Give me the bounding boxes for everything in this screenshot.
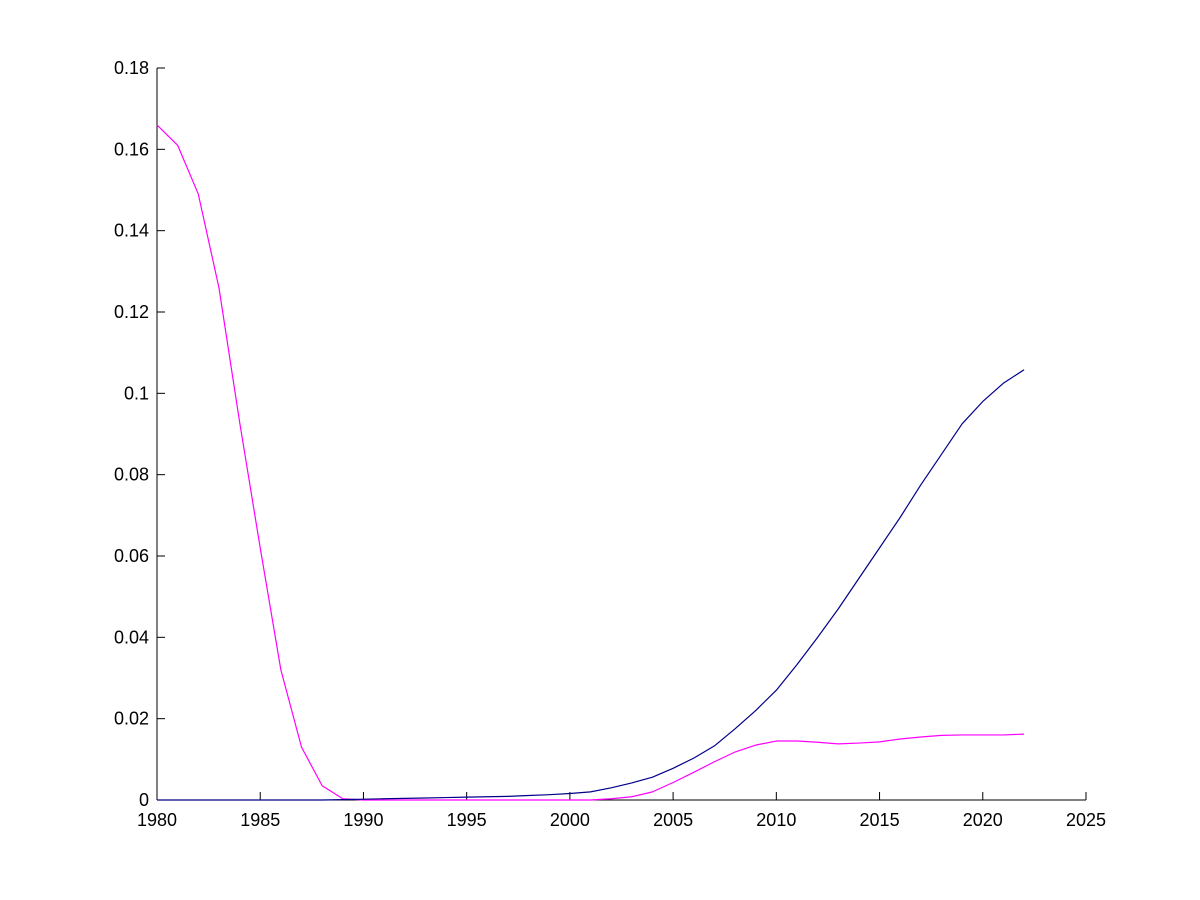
axes [156, 68, 1086, 801]
x-tick-label: 1985 [240, 810, 280, 830]
x-tick-label: 2025 [1066, 810, 1106, 830]
x-tick-label: 2015 [860, 810, 900, 830]
x-tick-label: 1990 [343, 810, 383, 830]
x-tick-label: 1980 [137, 810, 177, 830]
y-tick-label: 0.08 [114, 465, 149, 485]
y-tick-label: 0 [139, 790, 149, 810]
y-tick-label: 0.02 [114, 709, 149, 729]
x-tick-label: 2010 [756, 810, 796, 830]
y-tick-label: 0.18 [114, 58, 149, 78]
y-tick-label: 0.12 [114, 302, 149, 322]
x-tick-label: 2020 [963, 810, 1003, 830]
series-line-2 [157, 369, 1025, 801]
y-tick-label: 0.06 [114, 546, 149, 566]
y-tick-label: 0.1 [124, 383, 149, 403]
series-line-1 [156, 124, 1025, 801]
x-tick-label: 1995 [447, 810, 487, 830]
y-tick-label: 0.14 [114, 221, 149, 241]
series-lines [156, 124, 1025, 801]
x-tick-label: 2000 [550, 810, 590, 830]
x-tick-label: 2005 [653, 810, 693, 830]
y-axis-ticks: 0 0.02 0.04 0.06 0.08 0.1 0.12 0.14 0.16 0.18 [114, 58, 165, 810]
x-axis-ticks: 1980 1985 1990 1995 2000 2005 2010 2015 2020 2025 [137, 792, 1106, 830]
y-tick-label: 0.04 [114, 627, 149, 647]
y-tick-label: 0.16 [114, 139, 149, 159]
